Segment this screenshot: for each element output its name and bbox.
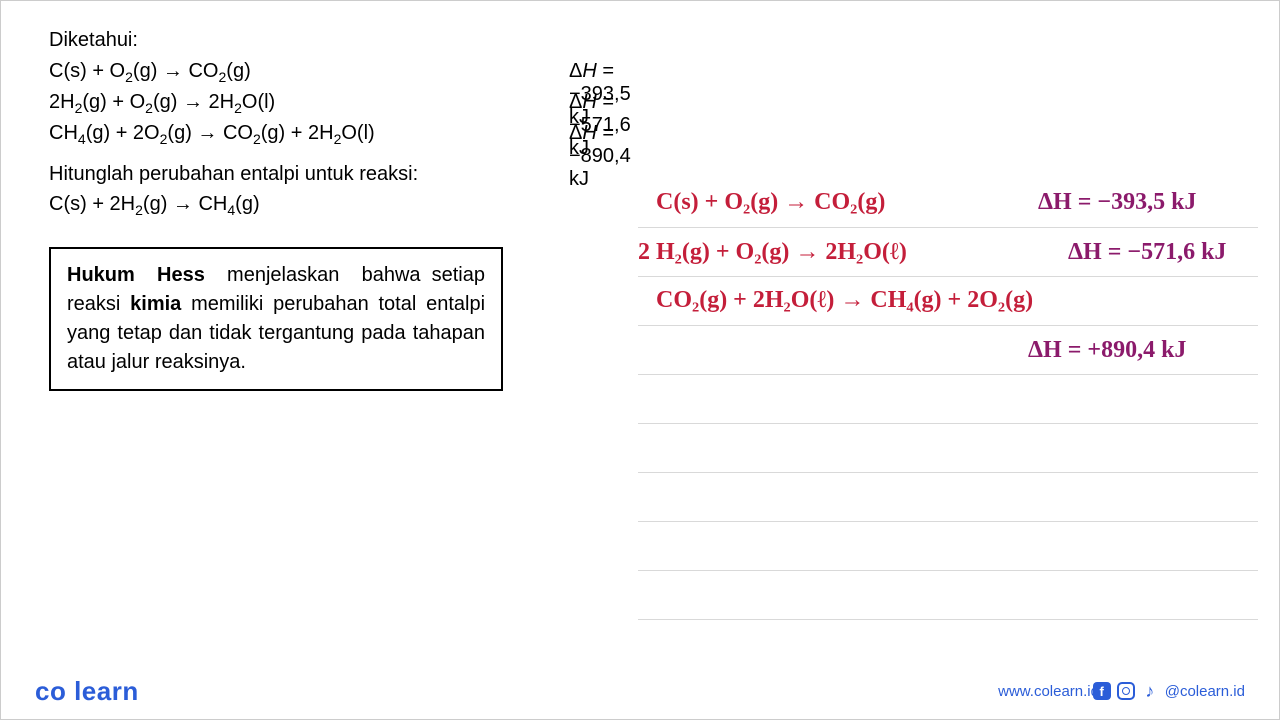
hw-dh-1: ΔH = −393,5 kJ <box>1038 189 1196 216</box>
reaction-text: 2H2(g) + O2(g) → 2H2O(l) <box>49 91 499 116</box>
given-label: Diketahui: <box>49 29 499 52</box>
ruled-line <box>638 375 1258 424</box>
facebook-icon: f <box>1093 682 1111 700</box>
ruled-line <box>638 522 1258 571</box>
ruled-line <box>638 571 1258 620</box>
tiktok-icon: ♪ <box>1141 682 1159 700</box>
social-handle: @colearn.id <box>1165 683 1245 700</box>
hess-law-box: Hukum Hess menjelaskan bahwa setiap reak… <box>49 247 503 391</box>
instagram-icon <box>1117 682 1135 700</box>
notes-area: C(s) + O₂(g) → CO₂(g) ΔH = −393,5 kJ 2 H… <box>638 179 1258 620</box>
question-label: Hitunglah perubahan entalpi untuk reaksi… <box>49 163 418 185</box>
ruled-line <box>638 473 1258 522</box>
logo-learn: learn <box>74 676 139 706</box>
hw-dh-2: ΔH = −571,6 kJ <box>1068 239 1226 266</box>
question-block: Hitunglah perubahan entalpi untuk reaksi… <box>49 159 499 221</box>
hw-eq-2: 2 H₂(g) + O₂(g) → 2H₂O(ℓ) <box>638 239 907 266</box>
reaction-text: CH4(g) + 2O2(g) → CO2(g) + 2H2O(l) <box>49 122 499 147</box>
ruled-line <box>638 424 1258 473</box>
dh-value: ΔH = −890,4 kJ <box>569 122 631 191</box>
equation-row: 2H2(g) + O2(g) → 2H2O(l) ΔH = −571,6 kJ <box>49 91 499 116</box>
website-url: www.colearn.id <box>998 683 1099 700</box>
hw-dh-3: ΔH = +890,4 kJ <box>1028 337 1186 364</box>
brand-logo: co learn <box>35 676 139 707</box>
equation-row: C(s) + O2(g) → CO2(g) ΔH = −393,5 kJ <box>49 60 499 85</box>
hw-eq-3: CO₂(g) + 2H₂O(ℓ) → CH₄(g) + 2O₂(g) <box>656 287 1033 314</box>
target-reaction: C(s) + 2H2(g) → CH4(g) <box>49 193 260 215</box>
logo-co: co <box>35 676 66 706</box>
problem-panel: Diketahui: C(s) + O2(g) → CO2(g) ΔH = −3… <box>49 29 499 391</box>
equation-row: CH4(g) + 2O2(g) → CO2(g) + 2H2O(l) ΔH = … <box>49 122 499 147</box>
social-block: f ♪ @colearn.id <box>1093 682 1245 700</box>
reaction-text: C(s) + O2(g) → CO2(g) <box>49 60 499 85</box>
hw-eq-1: C(s) + O₂(g) → CO₂(g) <box>656 189 885 216</box>
